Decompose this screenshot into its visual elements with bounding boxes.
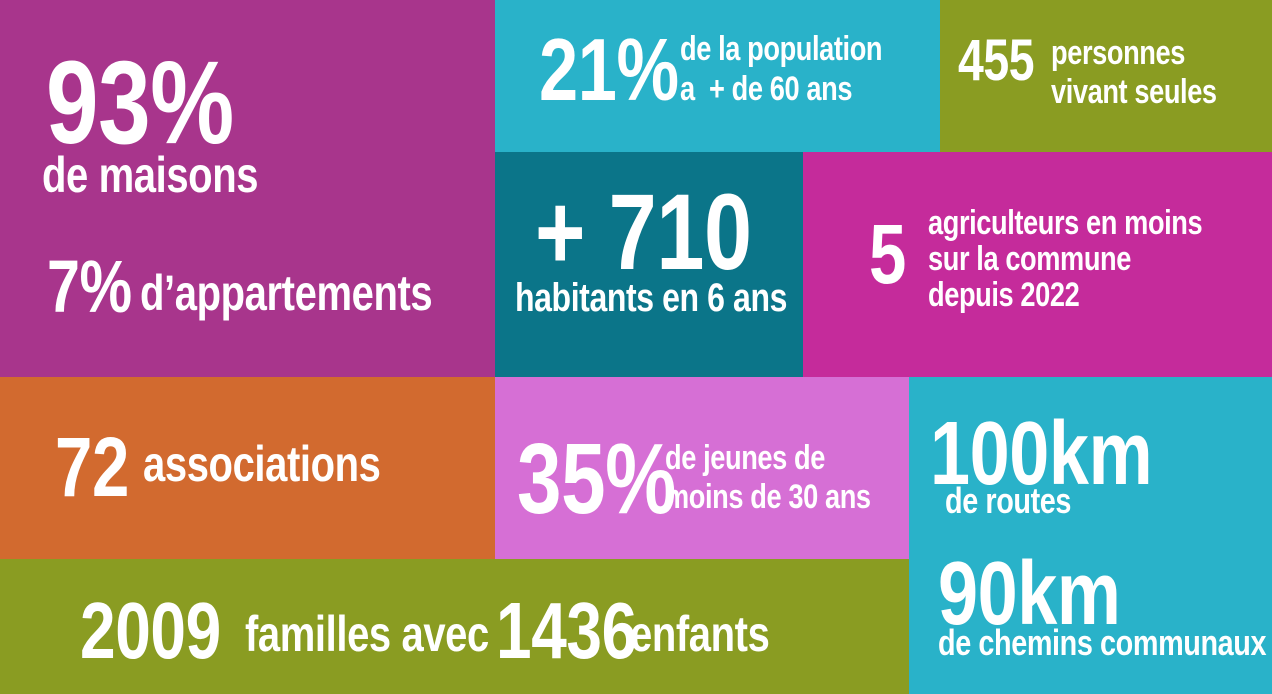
children-count: 1436: [496, 586, 637, 675]
alone-line2: vivant seules: [1051, 73, 1217, 111]
youth-line2: moins de 30 ans: [665, 478, 871, 516]
farmers-line3: depuis 2022: [928, 276, 1080, 314]
paths-label: de chemins communaux: [938, 622, 1267, 663]
roads-length: 100km: [930, 404, 1153, 504]
associations-label: associations: [143, 436, 381, 492]
alone-count: 455: [958, 28, 1035, 93]
youth-percent: 35%: [517, 423, 676, 535]
farmers-count: 5: [869, 207, 906, 301]
housing-tile: 93% de maisons 7% d’appartements: [0, 0, 495, 377]
seniors-percent: 21%: [539, 20, 679, 119]
paths-length: 90km: [938, 544, 1121, 644]
families-label: familles avec: [245, 606, 489, 662]
growth-value: + 710: [535, 171, 752, 292]
alone-tile: 455 personnes vivant seules: [940, 0, 1272, 152]
growth-tile: + 710 habitants en 6 ans: [495, 152, 803, 377]
farmers-tile: 5 agriculteurs en moins sur la commune d…: [803, 152, 1272, 377]
families-count: 2009: [80, 586, 221, 675]
farmers-line2: sur la commune: [928, 240, 1131, 278]
roads-label: de routes: [945, 480, 1072, 521]
seniors-line1: de la population: [680, 30, 883, 68]
families-tile: 2009 familles avec 1436 enfants: [0, 559, 909, 694]
apartments-label: d’appartements: [140, 265, 433, 321]
seniors-line2: a + de 60 ans: [680, 70, 853, 108]
houses-label: de maisons: [42, 147, 259, 203]
farmers-line1: agriculteurs en moins: [928, 204, 1203, 242]
associations-tile: 72 associations: [0, 377, 495, 559]
apartments-percent: 7%: [47, 245, 132, 328]
growth-label: habitants en 6 ans: [515, 276, 787, 320]
seniors-tile: 21% de la population a + de 60 ans: [495, 0, 940, 152]
associations-count: 72: [55, 420, 129, 514]
houses-percent: 93%: [46, 37, 234, 169]
youth-tile: 35% de jeunes de moins de 30 ans: [495, 377, 909, 561]
alone-line1: personnes: [1051, 34, 1185, 72]
youth-line1: de jeunes de: [665, 439, 825, 477]
roads-tile: 100km de routes 90km de chemins communau…: [909, 377, 1272, 694]
children-label: enfants: [630, 606, 770, 662]
